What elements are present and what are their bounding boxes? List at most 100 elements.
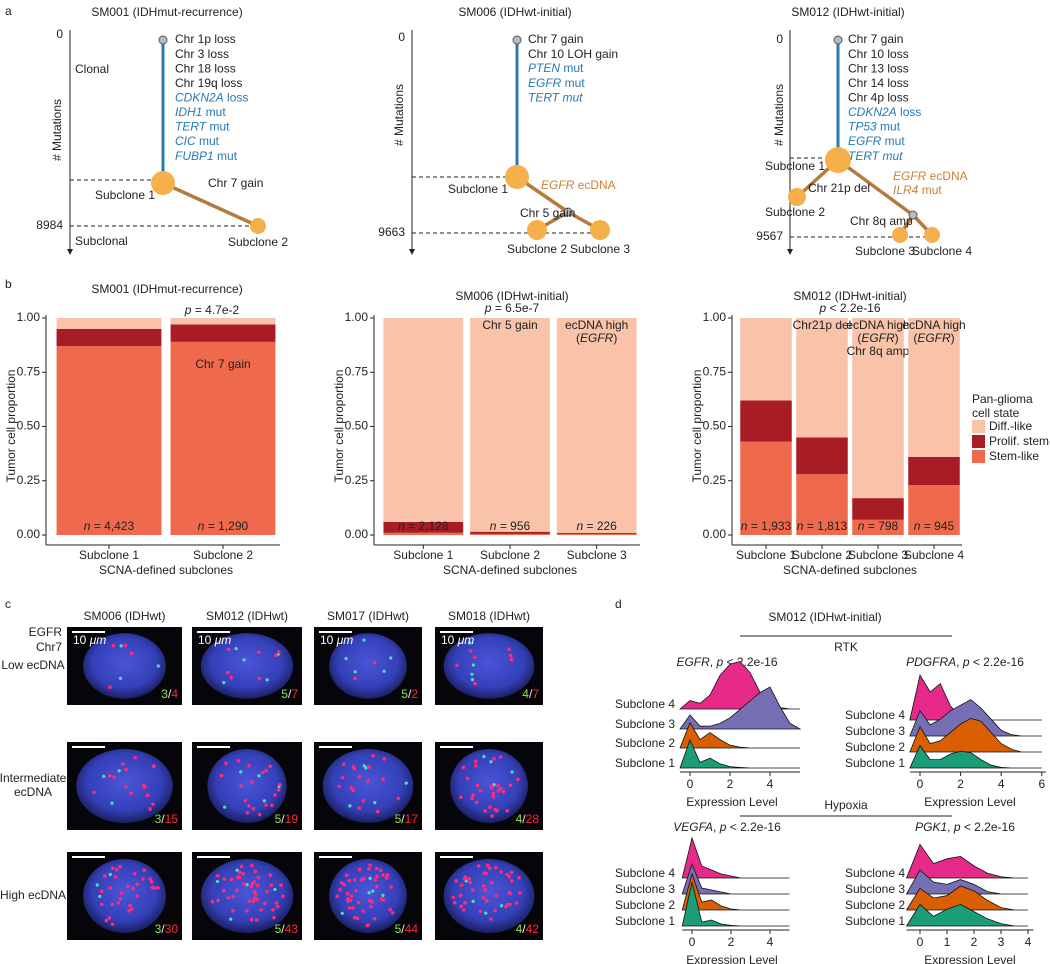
signal-dot — [269, 883, 274, 888]
branch-event: Chr 8q amp — [850, 214, 913, 228]
signal-dot — [250, 780, 254, 785]
signal-dot — [381, 898, 386, 902]
branch-event: EGFR ecDNA — [541, 178, 616, 192]
x-tick-label: Subclone 4 — [904, 548, 964, 562]
count-label: 3/15 — [155, 812, 179, 826]
signal-dot — [344, 657, 348, 661]
x-tick-label: 4 — [767, 935, 774, 949]
ridge-label: Subclone 3 — [615, 882, 675, 896]
signal-dot — [484, 911, 488, 915]
egfr-count: 2 — [411, 687, 418, 701]
signal-dot — [470, 672, 474, 676]
signal-dot — [347, 906, 352, 910]
signal-dot — [390, 911, 395, 915]
ridge — [909, 744, 1042, 769]
y-axis-label: Tumor cell proportion — [4, 370, 18, 483]
italic-part: EGFR — [848, 134, 882, 148]
count-label: 4/42 — [516, 922, 540, 936]
signal-dot — [347, 878, 352, 883]
signal-dot — [340, 775, 345, 780]
tree-title: SM001 (IDHmut-recurrence) — [91, 5, 242, 19]
bar-segment — [908, 456, 960, 486]
signal-dot — [353, 670, 357, 674]
x-axis-label: SCNA-defined subclones — [443, 563, 577, 577]
signal-dot — [515, 777, 520, 782]
signal-dot — [237, 870, 242, 875]
signal-dot — [247, 899, 251, 903]
signal-dot — [118, 864, 122, 869]
signal-dot — [396, 796, 400, 801]
x-tick-label: 2 — [727, 777, 734, 791]
signal-dot — [368, 876, 372, 880]
subclone-label: Subclone 1 — [95, 188, 155, 202]
signal-dot — [496, 783, 500, 788]
signal-dot — [509, 879, 514, 883]
signal-dot — [463, 877, 467, 881]
signal-dot — [235, 868, 239, 872]
italic-part: EGFR — [528, 76, 562, 90]
x-tick-label: Subclone 2 — [480, 548, 540, 562]
clonal-event: Chr 14 loss — [848, 76, 909, 90]
signal-dot — [260, 770, 265, 775]
signal-dot — [108, 685, 112, 690]
subclone-node — [527, 220, 547, 240]
signal-dot — [352, 766, 357, 771]
subclone-label: Subclone 2 — [228, 235, 288, 249]
signal-dot — [156, 885, 160, 890]
signal-dot — [382, 757, 387, 761]
signal-dot — [357, 775, 362, 779]
text-part: < 2.2e-16 — [970, 655, 1025, 669]
ridge-label: Subclone 4 — [615, 697, 675, 711]
x-tick-label: 3 — [998, 935, 1005, 949]
egfr-count: 7 — [291, 687, 298, 701]
y-tick-label: 0.50 — [17, 419, 41, 433]
chart-title: SM001 (IDHmut-recurrence) — [91, 282, 242, 296]
italic-part: PGK1 — [915, 820, 947, 834]
panel-letter: b — [5, 277, 12, 291]
signal-dot — [344, 873, 349, 878]
legend-label: Diff.-like — [989, 419, 1032, 433]
signal-dot — [337, 784, 342, 789]
tree-title: SM006 (IDHwt-initial) — [458, 5, 571, 19]
italic-part: EGFR — [541, 178, 575, 192]
y-tick-label: 0.25 — [703, 473, 727, 487]
egfr-count: 15 — [165, 812, 179, 826]
ridge-label: Subclone 2 — [845, 740, 905, 754]
signal-dot — [243, 798, 248, 803]
signal-dot — [245, 909, 249, 913]
signal-dot — [459, 904, 464, 909]
count-label: 3/4 — [161, 687, 178, 701]
italic-part: n — [741, 519, 748, 533]
signal-dot — [473, 655, 477, 659]
subclone-node — [590, 220, 610, 240]
tree-axis-top: 0 — [776, 32, 783, 46]
signal-dot — [508, 891, 512, 896]
bar-segment — [383, 318, 464, 522]
n-label: n = 1,933 — [741, 519, 792, 533]
text-part: = 226 — [583, 519, 617, 533]
italic-part: EGFR — [917, 331, 951, 345]
signal-dot — [231, 894, 236, 899]
x-tick-label: 0 — [687, 777, 694, 791]
signal-dot — [452, 900, 457, 905]
signal-dot — [373, 877, 378, 882]
ridge-label: Subclone 1 — [845, 756, 905, 770]
phase-label: Clonal — [75, 62, 109, 76]
signal-dot — [110, 902, 115, 907]
ridge-label: Subclone 1 — [615, 914, 675, 928]
subclone-label: Subclone 3 — [855, 244, 915, 258]
text-part: mut — [561, 76, 585, 90]
clonal-event: FUBP1 mut — [175, 149, 238, 163]
signal-dot — [215, 874, 220, 878]
column-title: SM012 (IDHwt) — [206, 609, 288, 623]
signal-dot — [517, 875, 521, 880]
ridge — [909, 717, 1042, 753]
signal-dot — [499, 870, 503, 874]
root-node — [512, 35, 522, 45]
signal-dot — [110, 922, 115, 926]
italic-part: p — [719, 820, 727, 834]
branch-event: Chr 7 gain — [208, 176, 263, 190]
signal-dot — [222, 681, 226, 685]
branch-event: Chr 21p del — [808, 181, 870, 195]
ridge-label: Subclone 4 — [845, 708, 905, 722]
